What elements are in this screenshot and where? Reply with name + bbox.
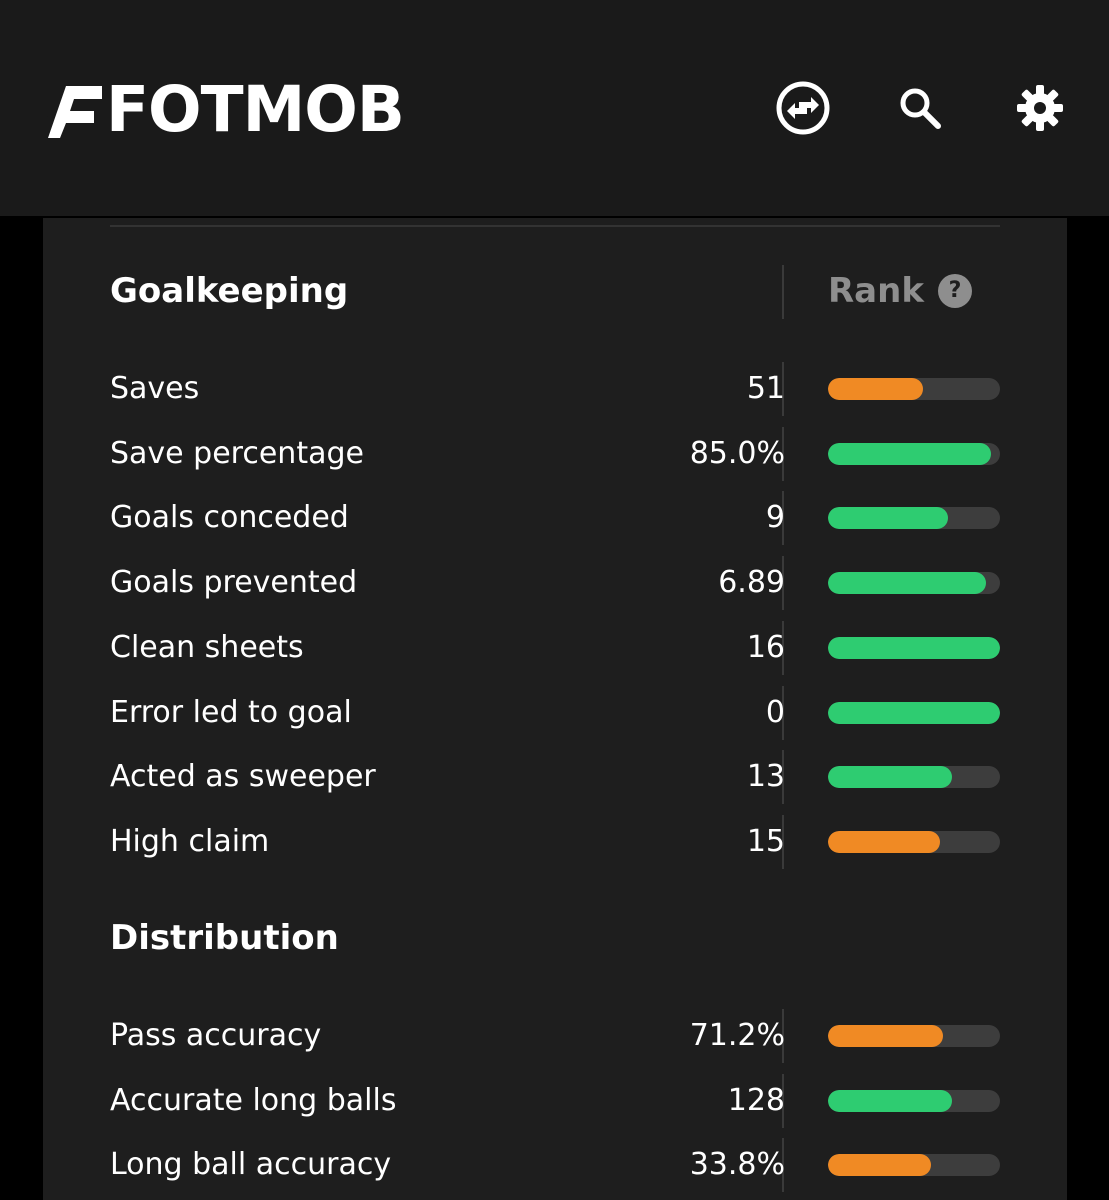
section-title-distribution: Distribution: [110, 918, 339, 958]
logo-mark-icon: [46, 86, 102, 138]
rank-bar-fill: [828, 1025, 944, 1047]
rank-bar: [828, 701, 1000, 724]
stat-value: 85.0%: [689, 435, 785, 471]
column-divider: [782, 685, 784, 740]
stat-value: 51: [746, 371, 785, 406]
rank-bar-fill: [828, 572, 987, 595]
stat-row[interactable]: Goals conceded 9: [110, 491, 1000, 545]
column-divider: [782, 426, 784, 481]
stat-label: Clean sheets: [110, 629, 304, 665]
rank-bar: [828, 636, 1000, 659]
stat-label: Goals prevented: [110, 565, 358, 601]
rank-label: Rank: [828, 271, 924, 311]
transfer-icon: [776, 81, 830, 135]
column-divider: [782, 1138, 784, 1193]
rank-bar-fill: [828, 378, 923, 400]
column-divider: [782, 814, 784, 869]
stat-row[interactable]: Goals prevented 6.89: [110, 556, 1000, 610]
stat-value: 6.89: [718, 565, 785, 601]
stat-value: 71.2%: [689, 1018, 785, 1053]
rank-bar: [828, 507, 1000, 530]
rank-bar-fill: [828, 830, 940, 853]
rank-bar-fill: [828, 1154, 932, 1177]
stat-label: Goals conceded: [110, 500, 349, 536]
stat-value: 13: [746, 759, 785, 795]
column-divider: [782, 1009, 784, 1063]
stat-value: 33.8%: [689, 1147, 785, 1183]
section-title-goalkeeping: Goalkeeping: [110, 271, 349, 311]
stat-value: 0: [765, 694, 785, 730]
column-divider: [782, 1073, 784, 1128]
stat-row[interactable]: Pass accuracy 71.2%: [110, 1009, 1000, 1063]
stat-label: Long ball accuracy: [110, 1147, 392, 1183]
stat-row[interactable]: Long ball accuracy 33.8%: [110, 1138, 1000, 1192]
search-button[interactable]: [892, 80, 948, 136]
gear-icon: [1017, 85, 1063, 131]
stat-row[interactable]: Accurate long balls 128: [110, 1074, 1000, 1128]
rank-bar-fill: [828, 507, 949, 530]
stat-row[interactable]: Saves 51: [110, 362, 1000, 416]
column-divider: [782, 620, 784, 675]
column-divider: [782, 265, 784, 319]
fotmob-logo[interactable]: FOTMOB: [46, 73, 405, 146]
rank-bar: [828, 572, 1000, 595]
stat-value: 9: [765, 500, 785, 536]
stat-row[interactable]: Save percentage 85.0%: [110, 427, 1000, 481]
rank-bar-fill: [828, 701, 1000, 724]
rank-bar: [828, 442, 1000, 465]
rank-bar: [828, 1154, 1000, 1177]
divider: [110, 225, 1000, 227]
rank-bar-fill: [828, 1089, 952, 1112]
rank-bar-fill: [828, 636, 1000, 659]
rank-bar: [828, 830, 1000, 853]
column-divider: [782, 556, 784, 611]
stat-label: Save percentage: [110, 435, 364, 471]
rank-bar-fill: [828, 442, 992, 465]
search-icon: [900, 88, 941, 129]
stat-value: 16: [746, 629, 785, 665]
help-icon[interactable]: ?: [937, 274, 972, 308]
stat-value: 15: [746, 823, 785, 859]
logo-wordmark: FOTMOB: [106, 73, 405, 146]
top-app-bar: FOTMOB: [0, 0, 1109, 216]
stat-label: Saves: [110, 371, 200, 406]
transfer-button[interactable]: [775, 80, 831, 136]
column-divider: [782, 750, 784, 805]
stat-row[interactable]: High claim 15: [110, 815, 1000, 869]
stat-row[interactable]: Clean sheets 16: [110, 621, 1000, 675]
rank-bar: [828, 1089, 1000, 1112]
stat-label: Accurate long balls: [110, 1082, 397, 1118]
rank-bar: [828, 766, 1000, 789]
rank-bar: [828, 1025, 1000, 1047]
stat-value: 128: [727, 1082, 785, 1118]
column-divider: [782, 362, 784, 416]
stat-label: Acted as sweeper: [110, 759, 376, 795]
stats-card: Goalkeeping Rank ? Saves 51 Save percentag…: [43, 218, 1067, 1200]
rank-bar-fill: [828, 766, 952, 789]
stat-label: Error led to goal: [110, 694, 352, 730]
stat-label: Pass accuracy: [110, 1018, 322, 1053]
settings-button[interactable]: [1012, 80, 1068, 136]
stat-row[interactable]: Acted as sweeper 13: [110, 750, 1000, 804]
stat-row[interactable]: Error led to goal 0: [110, 686, 1000, 740]
rank-bar: [828, 378, 1000, 400]
stat-label: High claim: [110, 823, 270, 859]
rank-header: Rank ?: [828, 271, 972, 311]
column-divider: [782, 491, 784, 546]
